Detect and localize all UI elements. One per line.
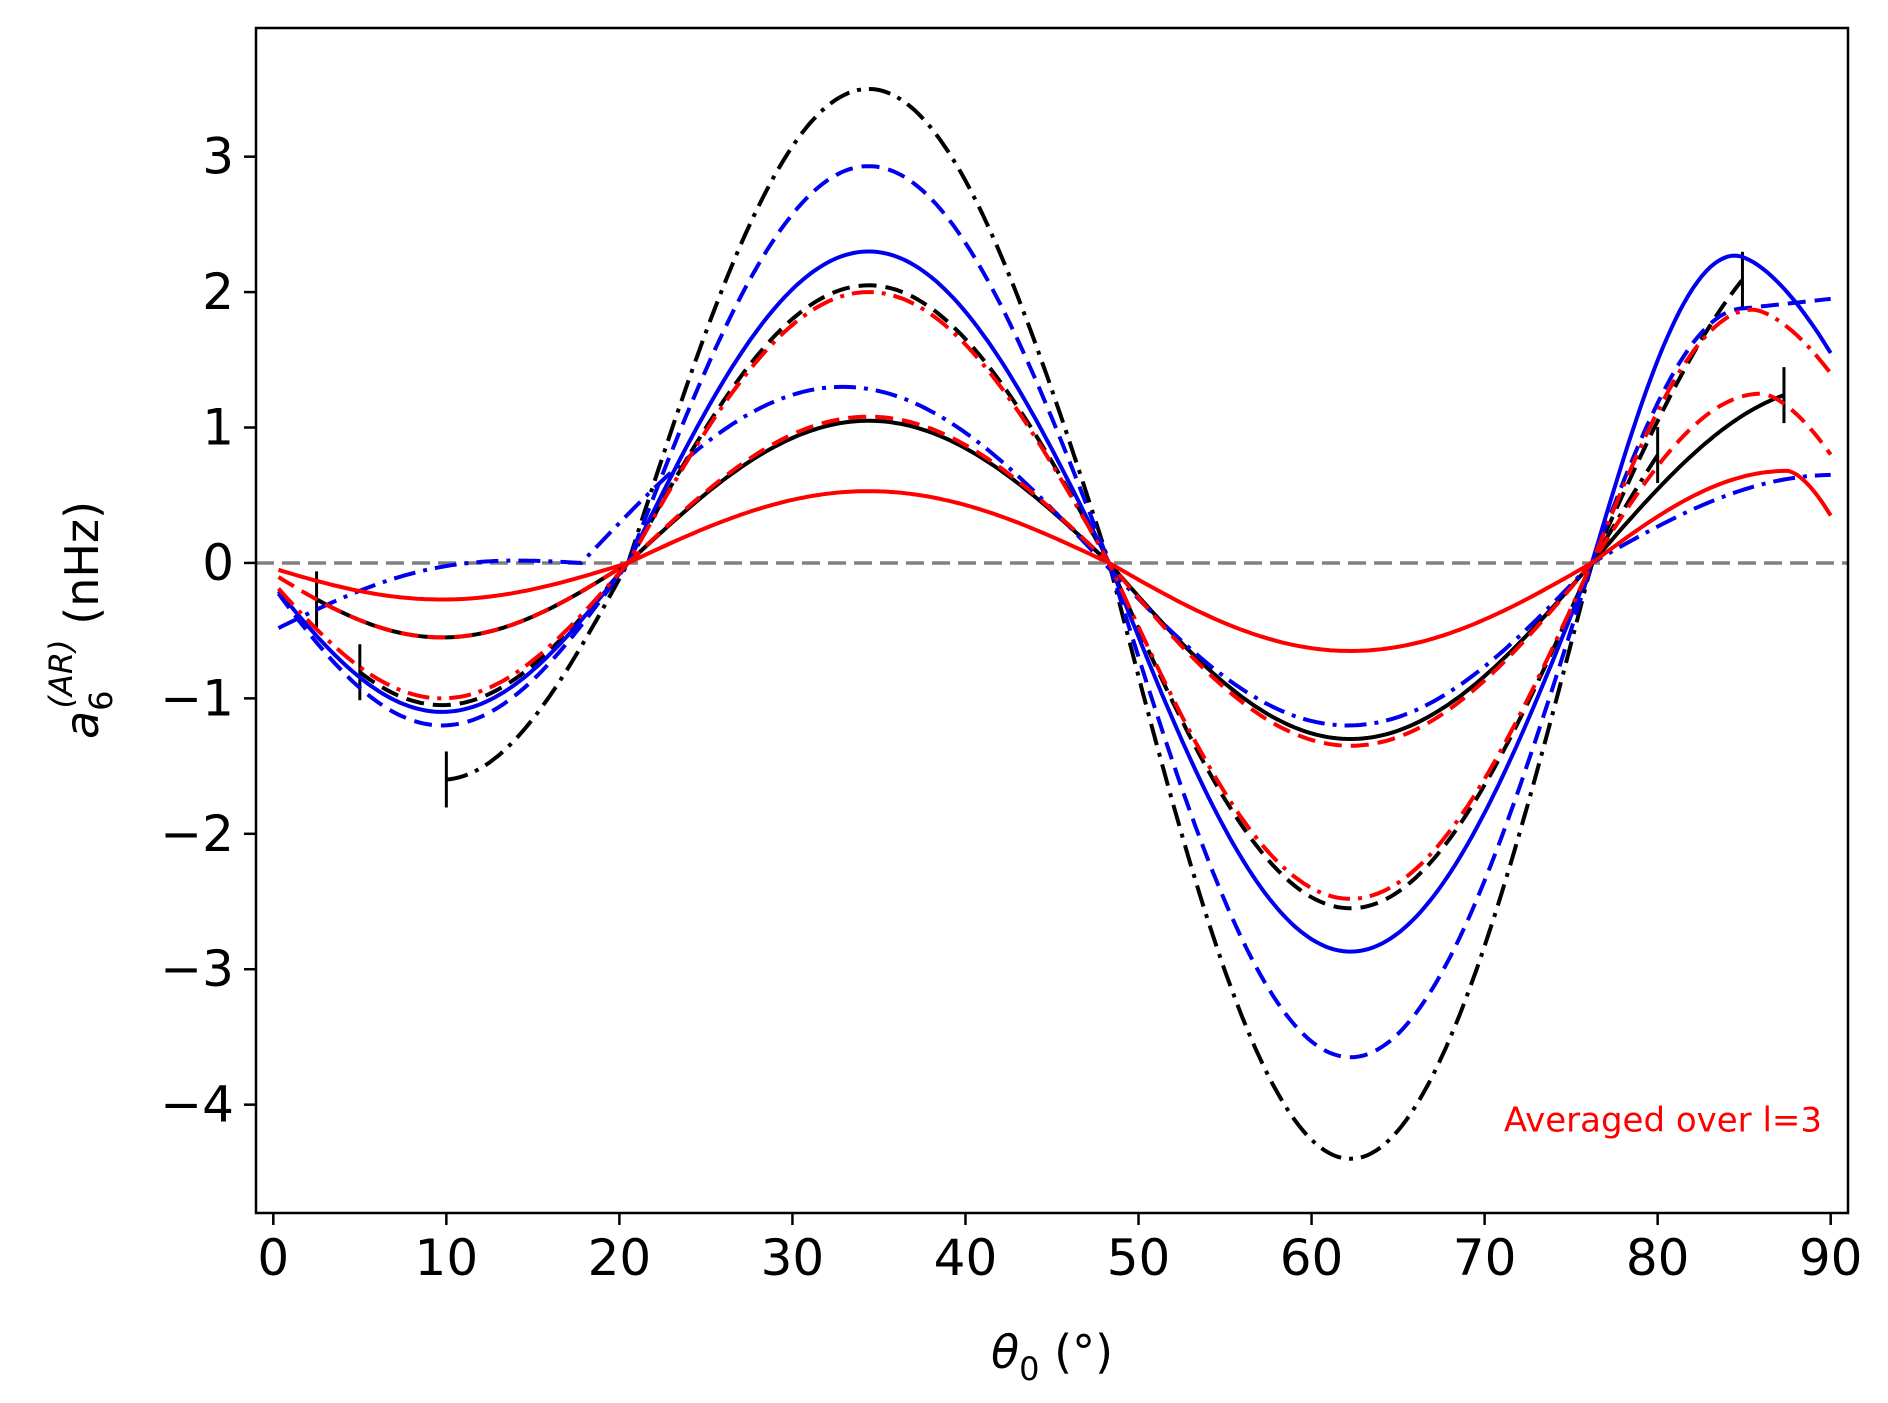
y-tick-label: 0 bbox=[202, 534, 234, 592]
x-tick-label: 50 bbox=[1107, 1229, 1171, 1287]
series-line-blue-dashed bbox=[276, 164, 1831, 1060]
x-tick-label: 0 bbox=[257, 1229, 289, 1287]
annotation-text: Averaged over l=3 bbox=[1504, 1101, 1822, 1141]
axes: 0 10 20 30 40 50 60 70 80 90 −4 −3 −2 −1 0 1 2 3 bbox=[160, 26, 1863, 1287]
x-axis-label: θ0 (°) bbox=[991, 1325, 1113, 1388]
y-tick-label: −2 bbox=[160, 805, 234, 863]
y-tick-label: −1 bbox=[160, 669, 234, 727]
series-line-red-dashed bbox=[277, 391, 1833, 748]
x-tick-label: 20 bbox=[588, 1229, 652, 1287]
y-tick-label: 2 bbox=[202, 263, 234, 321]
y-tick-label: 3 bbox=[202, 128, 234, 186]
x-tick-label: 40 bbox=[934, 1229, 998, 1287]
series-line-red-dash-dot bbox=[276, 290, 1833, 901]
series-line-red-solid bbox=[277, 468, 1833, 654]
y-tick-label: −4 bbox=[160, 1076, 234, 1134]
x-tick-label: 80 bbox=[1626, 1229, 1690, 1287]
series-line-black-dash-dot bbox=[446, 87, 1660, 1161]
y-tick-label: −3 bbox=[160, 940, 234, 998]
x-tick-label: 60 bbox=[1280, 1229, 1344, 1287]
plot-background bbox=[256, 28, 1848, 1213]
y-axis-label: a6(AR) (nHz) bbox=[42, 501, 120, 739]
x-tick-label: 10 bbox=[415, 1229, 479, 1287]
x-tick-label: 90 bbox=[1799, 1229, 1863, 1287]
plot-area bbox=[256, 87, 1848, 1161]
plot-frame bbox=[254, 26, 1850, 1215]
x-tick-label: 70 bbox=[1453, 1229, 1517, 1287]
series-line-blue-solid bbox=[276, 249, 1833, 954]
series-line-blue-dash-dot bbox=[277, 384, 1831, 728]
x-tick-label: 30 bbox=[761, 1229, 825, 1287]
y-tick-label: 1 bbox=[202, 399, 234, 457]
